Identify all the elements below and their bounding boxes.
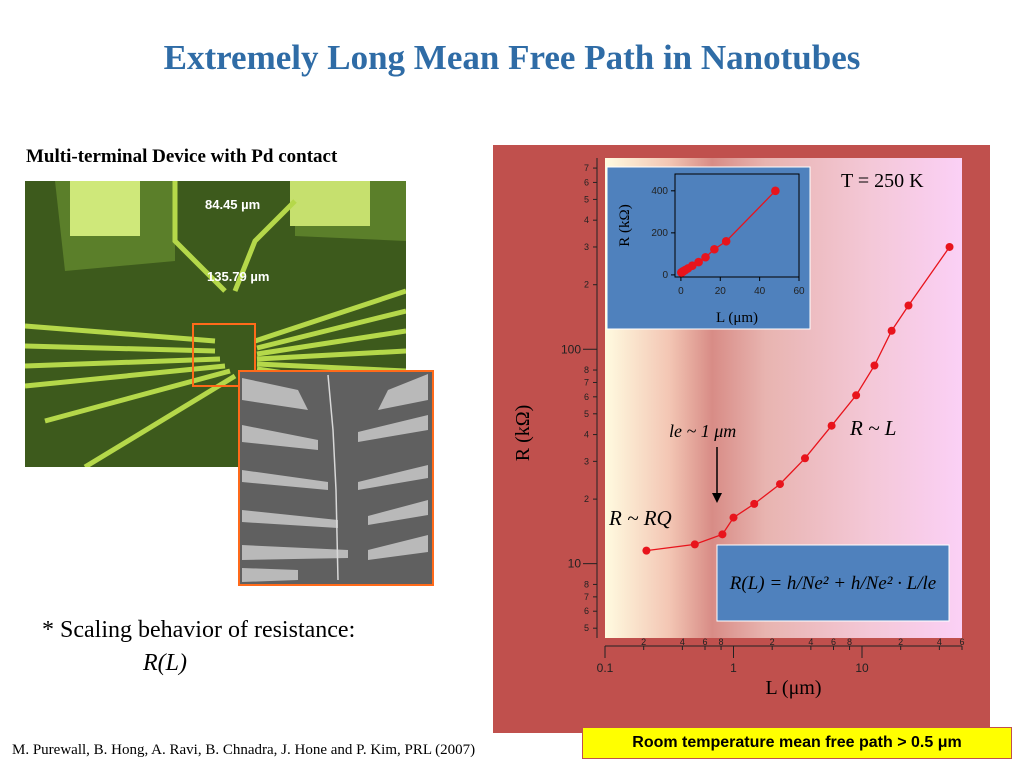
x-minor-tick-label: 6 bbox=[831, 637, 836, 647]
data-point bbox=[904, 301, 913, 310]
device-caption: Multi-terminal Device with Pd contact bbox=[26, 146, 338, 167]
inset-data-point bbox=[771, 186, 780, 196]
room-temperature-note: Room temperature mean free path > 0.5 μm bbox=[582, 727, 1012, 759]
sem-image bbox=[238, 370, 434, 586]
inset-data-point bbox=[701, 252, 710, 262]
micro-label-2: 135.79 µm bbox=[207, 269, 269, 284]
data-point bbox=[827, 421, 836, 430]
y-minor-tick-label: 4 bbox=[584, 215, 589, 225]
inset-x-tick-label: 60 bbox=[793, 286, 805, 297]
x-minor-tick-label: 2 bbox=[641, 637, 646, 647]
x-tick-label: 1 bbox=[730, 661, 737, 675]
data-point bbox=[870, 361, 879, 370]
citation: M. Purewall, B. Hong, A. Ravi, B. Chnadr… bbox=[12, 742, 476, 758]
x-axis-label: L (μm) bbox=[765, 677, 821, 699]
inset-data-point bbox=[710, 244, 719, 254]
y-minor-tick-label: 2 bbox=[584, 280, 589, 290]
y-minor-tick-label: 4 bbox=[584, 430, 589, 440]
y-minor-tick-label: 2 bbox=[584, 494, 589, 504]
y-minor-tick-label: 8 bbox=[584, 579, 589, 589]
data-point bbox=[775, 480, 784, 489]
y-minor-tick-label: 3 bbox=[584, 456, 589, 466]
inset-frame bbox=[674, 173, 800, 278]
data-point bbox=[750, 499, 759, 508]
x-minor-tick-label: 2 bbox=[770, 637, 775, 647]
y-minor-tick-label: 5 bbox=[584, 409, 589, 419]
diffusive-label: R ~ L bbox=[849, 416, 896, 440]
temperature-label: T = 250 K bbox=[841, 170, 924, 192]
x-minor-tick-label: 4 bbox=[937, 637, 942, 647]
inset-data-point bbox=[721, 236, 731, 246]
mean-free-path-label: le ~ 1 μm bbox=[669, 421, 736, 441]
inset-x-label: L (μm) bbox=[716, 310, 758, 326]
y-minor-tick-label: 5 bbox=[584, 623, 589, 633]
data-point bbox=[852, 391, 861, 400]
data-point bbox=[690, 540, 699, 549]
y-minor-tick-label: 6 bbox=[584, 177, 589, 187]
inset-y-tick-label: 200 bbox=[651, 228, 668, 239]
x-minor-tick-label: 6 bbox=[959, 637, 964, 647]
inset-y-tick-label: 400 bbox=[651, 186, 668, 197]
y-tick-label: 10 bbox=[568, 557, 582, 571]
y-minor-tick-label: 5 bbox=[584, 194, 589, 204]
device-micrograph: 84.45 µm 135.79 µm bbox=[25, 181, 406, 467]
inset-y-label: R (kΩ) bbox=[617, 204, 633, 246]
arrow-head bbox=[712, 493, 722, 503]
y-minor-tick-label: 6 bbox=[584, 392, 589, 402]
formula-box bbox=[716, 544, 950, 622]
x-minor-tick-label: 4 bbox=[680, 637, 685, 647]
ballistic-label: R ~ RQ bbox=[608, 506, 672, 530]
scaling-note: * Scaling behavior of resistance: bbox=[42, 617, 356, 643]
x-minor-tick-label: 8 bbox=[847, 637, 852, 647]
y-minor-tick-label: 6 bbox=[584, 606, 589, 616]
y-axis-label: R (kΩ) bbox=[512, 405, 534, 462]
y-minor-tick-label: 8 bbox=[584, 365, 589, 375]
inset-data-point bbox=[694, 257, 703, 267]
data-point bbox=[945, 242, 954, 251]
inset-x-tick-label: 20 bbox=[715, 286, 727, 297]
micro-label-1: 84.45 µm bbox=[205, 197, 260, 212]
data-point bbox=[800, 454, 809, 463]
y-tick-label: 100 bbox=[561, 342, 581, 356]
inset-x-tick-label: 0 bbox=[678, 286, 684, 297]
x-tick-label: 0.1 bbox=[597, 661, 614, 675]
y-minor-tick-label: 7 bbox=[584, 592, 589, 602]
y-minor-tick-label: 3 bbox=[584, 242, 589, 252]
y-minor-tick-label: 7 bbox=[584, 163, 589, 173]
x-minor-tick-label: 8 bbox=[719, 637, 724, 647]
data-point bbox=[642, 546, 651, 555]
data-point bbox=[729, 513, 738, 522]
x-minor-tick-label: 6 bbox=[702, 637, 707, 647]
inset-data-point bbox=[688, 261, 697, 270]
scaling-rl: R(L) bbox=[143, 650, 187, 676]
y-minor-tick-label: 7 bbox=[584, 377, 589, 387]
x-minor-tick-label: 4 bbox=[808, 637, 813, 647]
data-point bbox=[718, 530, 727, 539]
data-point bbox=[887, 326, 896, 335]
formula: R(L) = h/Ne² + h/Ne² · L/le bbox=[729, 573, 936, 594]
inset-y-tick-label: 0 bbox=[662, 270, 668, 281]
inset-x-tick-label: 40 bbox=[754, 286, 766, 297]
x-tick-label: 10 bbox=[855, 661, 869, 675]
x-minor-tick-label: 2 bbox=[898, 637, 903, 647]
slide-title: Extremely Long Mean Free Path in Nanotub… bbox=[163, 38, 861, 77]
